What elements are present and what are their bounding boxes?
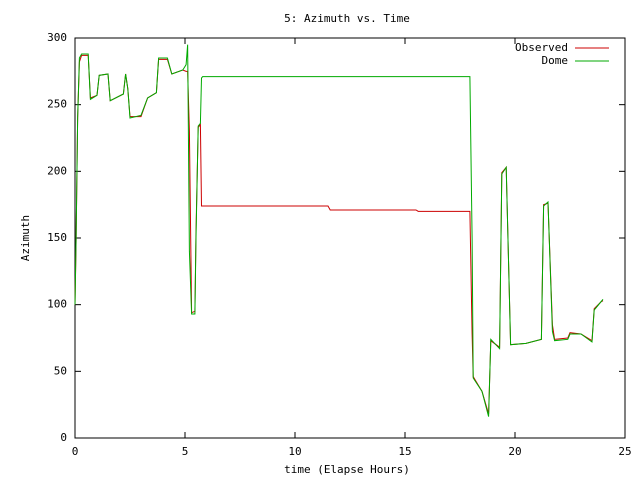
x-tick-label: 0 [72,445,79,458]
y-tick-label: 250 [47,98,67,111]
chart-title: 5: Azimuth vs. Time [284,12,410,25]
x-axis-label: time (Elapse Hours) [284,463,410,476]
y-tick-label: 300 [47,31,67,44]
y-tick-label: 200 [47,164,67,177]
legend-label: Dome [542,54,569,67]
x-tick-label: 25 [618,445,631,458]
y-tick-label: 100 [47,298,67,311]
legend-label: Observed [515,41,568,54]
y-tick-label: 0 [60,431,67,444]
y-axis-label: Azimuth [19,215,32,261]
x-tick-label: 15 [398,445,411,458]
x-tick-label: 5 [182,445,189,458]
x-tick-label: 20 [508,445,521,458]
y-tick-label: 150 [47,231,67,244]
x-tick-label: 10 [288,445,301,458]
y-tick-label: 50 [54,364,67,377]
series-line [74,44,604,417]
